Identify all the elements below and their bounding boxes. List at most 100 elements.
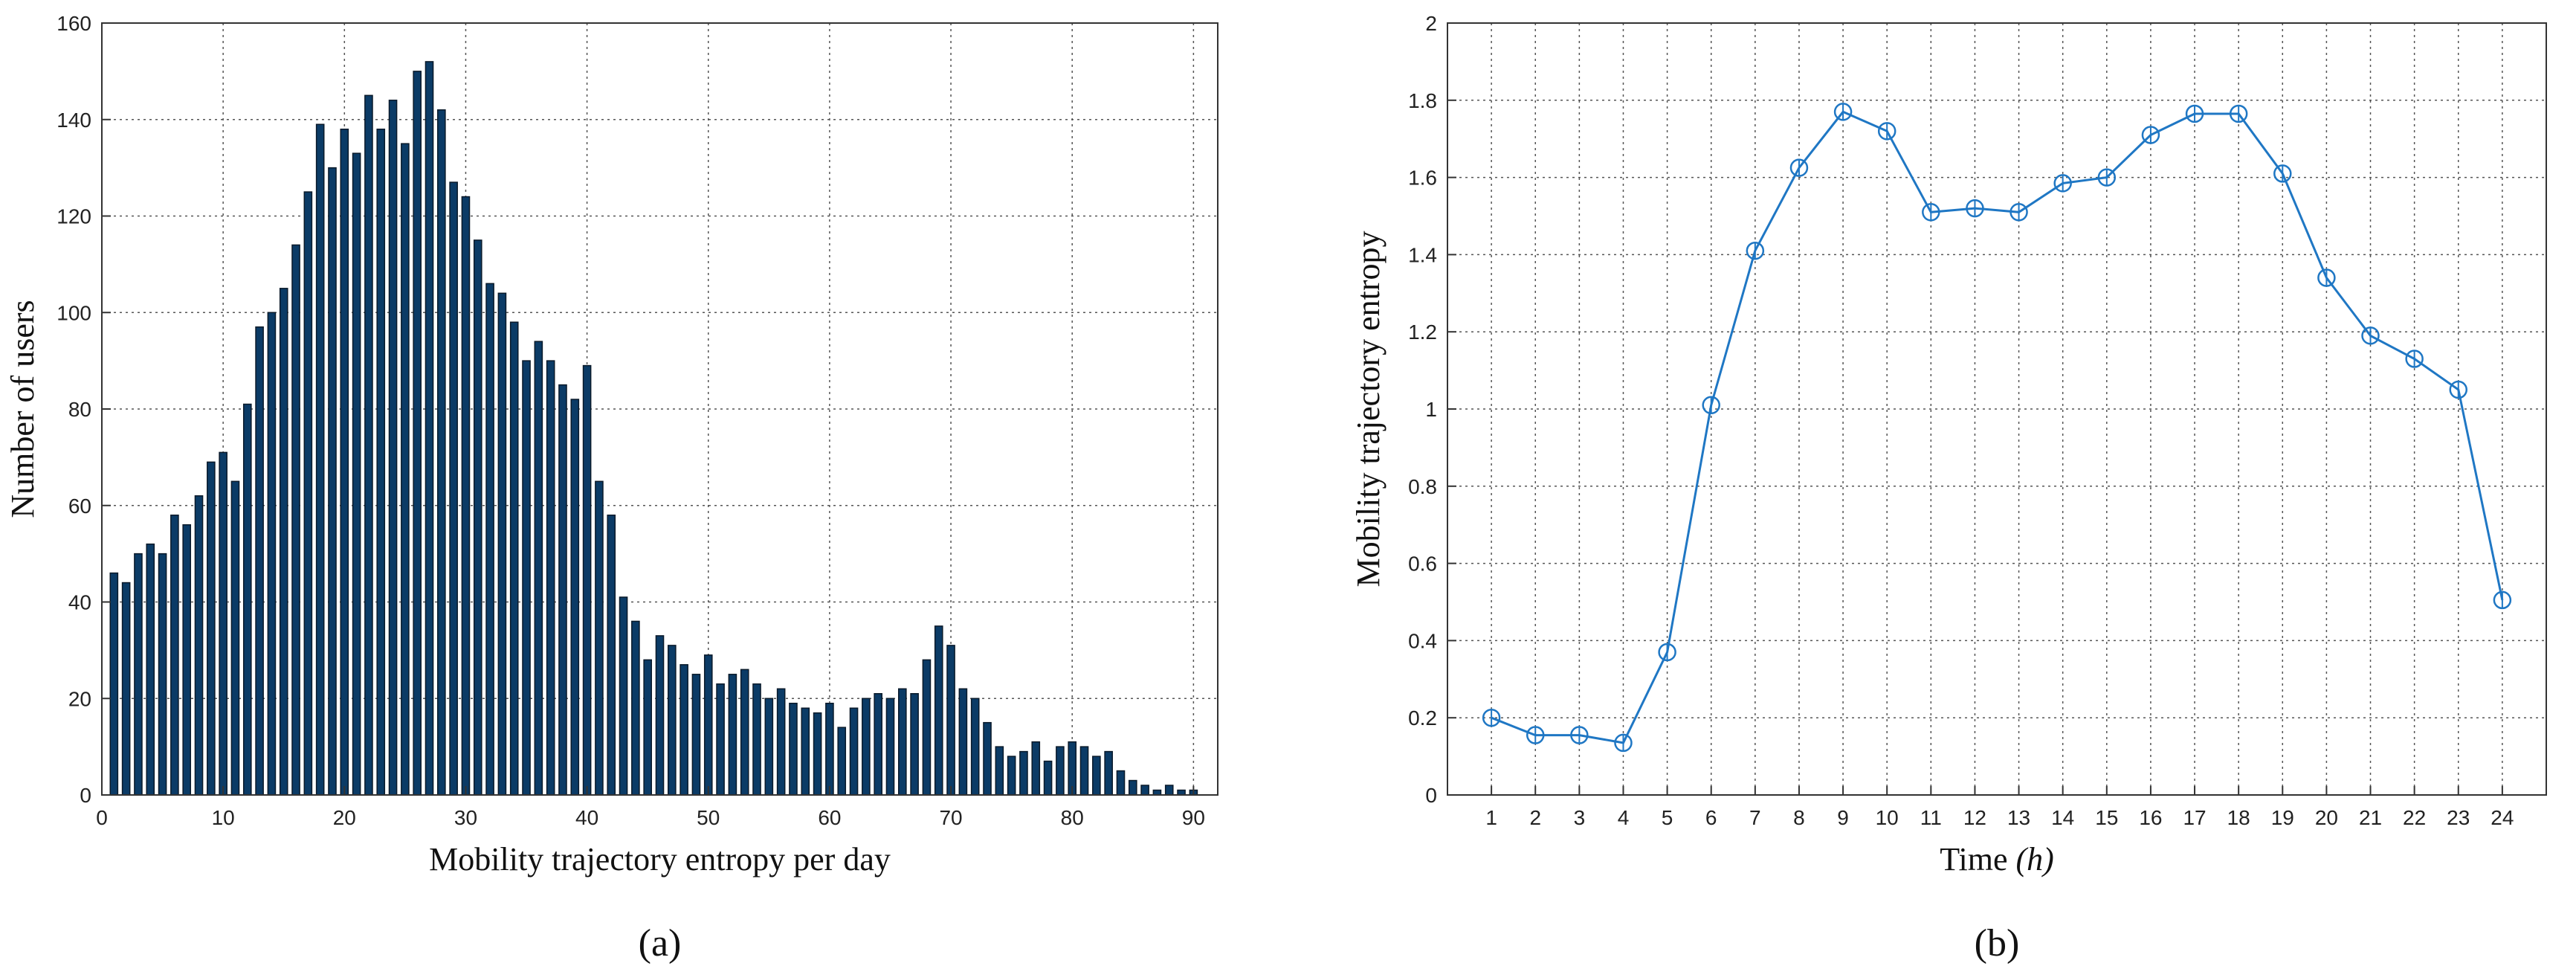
y-axis-label-b: Mobility trajectory entropy xyxy=(1350,231,1387,587)
bar xyxy=(983,721,992,796)
bar xyxy=(813,712,822,796)
bar xyxy=(837,727,847,796)
bar xyxy=(1031,741,1041,796)
y-tick-label: 2 xyxy=(1425,12,1437,35)
data-point xyxy=(1922,203,1940,222)
x-tick-label: 4 xyxy=(1618,806,1630,829)
x-tick-label: 20 xyxy=(2315,806,2338,829)
bar xyxy=(109,572,119,796)
x-tick-label: 80 xyxy=(1061,806,1084,829)
data-point xyxy=(2097,168,2117,187)
x-tick-label: 20 xyxy=(333,806,356,829)
y-tick-label: 0 xyxy=(1425,784,1437,807)
x-ticks-b: 1 2 3 4 5 6 7 8 9 10 11 12 13 14 15 16 17 18 19 20 21 22 23 24 xyxy=(1485,786,2514,829)
bar xyxy=(376,128,386,796)
data-point xyxy=(1789,158,1809,177)
data-point xyxy=(2053,174,2072,193)
bar xyxy=(546,360,555,796)
data-point xyxy=(1658,643,1676,662)
data-point xyxy=(2010,203,2028,222)
bar xyxy=(825,702,834,796)
x-tick-label: 9 xyxy=(1837,806,1849,829)
bar xyxy=(328,167,337,796)
bar xyxy=(134,553,143,796)
x-ticks-a: 0 10 20 30 40 50 60 70 80 90 xyxy=(96,786,1205,829)
data-point xyxy=(1966,199,1984,218)
bar xyxy=(437,109,446,796)
x-tick-label: 2 xyxy=(1529,806,1541,829)
bar xyxy=(194,495,204,796)
y-tick-label: 0.2 xyxy=(1408,706,1437,730)
bar xyxy=(473,239,482,796)
y-tick-label: 40 xyxy=(68,591,91,614)
bar xyxy=(182,524,192,796)
bar xyxy=(497,292,507,796)
y-tick-label: 80 xyxy=(68,398,91,421)
bar xyxy=(291,244,300,796)
data-point xyxy=(2405,350,2424,368)
data-point xyxy=(2141,126,2160,144)
y-tick-label: 0.8 xyxy=(1408,475,1437,498)
bar xyxy=(679,664,688,796)
bar xyxy=(461,196,471,796)
x-tick-label: 5 xyxy=(1662,806,1673,829)
bar xyxy=(1019,750,1028,796)
bar xyxy=(995,746,1004,796)
bar xyxy=(655,635,665,796)
bar xyxy=(1164,785,1174,796)
bar xyxy=(849,707,859,796)
x-tick-label: 13 xyxy=(2007,806,2030,829)
x-tick-label: 1 xyxy=(1485,806,1497,829)
line-panel: 1 2 3 4 5 6 7 8 9 10 11 12 13 14 15 16 17 18 19 20 21 22 23 24 … xyxy=(1350,12,2547,965)
bar xyxy=(522,360,531,796)
bar xyxy=(534,341,543,796)
bar xyxy=(910,693,919,796)
bar xyxy=(425,61,434,796)
bar xyxy=(862,698,871,796)
data-point xyxy=(1833,103,1853,121)
bar xyxy=(703,654,713,796)
data-point xyxy=(1614,733,1633,753)
x-tick-label: 21 xyxy=(2359,806,2382,829)
bar xyxy=(255,326,264,796)
bar xyxy=(570,399,580,796)
bar xyxy=(728,674,737,796)
bar xyxy=(230,480,240,796)
x-tick-label: 60 xyxy=(818,806,841,829)
x-axis-label-a: Mobility trajectory entropy per day xyxy=(429,841,891,878)
data-point xyxy=(1877,122,1897,141)
bar xyxy=(1092,756,1101,796)
data-point xyxy=(1482,708,1501,727)
bar xyxy=(1140,785,1149,796)
bar xyxy=(340,128,349,796)
bar xyxy=(558,384,567,796)
x-tick-label: 18 xyxy=(2227,806,2250,829)
bar xyxy=(242,403,252,796)
histogram-panel: 0 10 20 30 40 50 60 70 80 90 0 20 40 60 80 100 120 140 16… xyxy=(4,12,1218,965)
bar xyxy=(315,123,325,796)
bar xyxy=(364,94,373,796)
bar xyxy=(885,698,895,796)
x-tick-label: 6 xyxy=(1705,806,1717,829)
x-axis-label-unit-b: (h) xyxy=(2016,841,2054,878)
x-tick-label: 12 xyxy=(1963,806,1986,829)
data-point xyxy=(1702,396,1720,415)
bar xyxy=(352,152,361,796)
data-point xyxy=(2273,164,2292,183)
x-tick-label: 30 xyxy=(454,806,477,829)
y-tick-label: 60 xyxy=(68,495,91,518)
data-point xyxy=(2229,104,2248,123)
bar xyxy=(619,596,628,796)
bar xyxy=(740,669,749,796)
bar xyxy=(1104,750,1113,796)
bar xyxy=(1007,756,1016,796)
grid-b xyxy=(1447,23,2546,795)
bar xyxy=(413,71,422,796)
bar xyxy=(716,683,725,796)
x-tick-label: 50 xyxy=(697,806,720,829)
x-tick-label: 90 xyxy=(1182,806,1205,829)
bar xyxy=(401,143,410,796)
bars-a xyxy=(109,61,1198,796)
x-axis-label-b: Time (h) xyxy=(1940,841,2054,878)
